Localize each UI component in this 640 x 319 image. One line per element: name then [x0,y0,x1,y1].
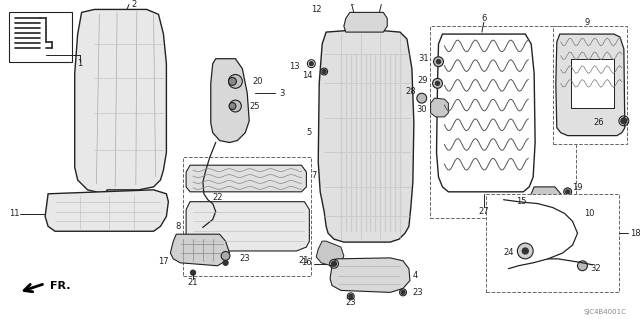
Text: 5: 5 [307,128,312,137]
Text: SJC4B4001C: SJC4B4001C [584,309,627,315]
Polygon shape [316,241,344,266]
Text: 24: 24 [503,249,513,257]
Text: 16: 16 [301,258,311,267]
Text: 21: 21 [299,256,309,265]
Circle shape [228,78,236,85]
Circle shape [229,103,236,109]
Bar [571,59,614,108]
Circle shape [566,206,579,218]
Polygon shape [556,34,625,136]
Circle shape [563,202,582,221]
Circle shape [433,57,444,67]
Text: 30: 30 [416,105,427,114]
Circle shape [322,70,326,73]
Text: 2: 2 [131,0,136,9]
Text: 11: 11 [10,209,20,218]
Circle shape [433,78,442,88]
Polygon shape [170,234,230,266]
Text: 3: 3 [280,89,285,98]
Polygon shape [344,12,387,32]
Circle shape [230,100,241,112]
Circle shape [564,188,572,196]
Circle shape [191,270,195,275]
Text: 12: 12 [311,5,321,14]
Polygon shape [75,10,166,194]
Text: 31: 31 [418,54,429,63]
Text: 21: 21 [188,278,198,287]
Circle shape [436,81,440,85]
Circle shape [332,261,337,266]
Circle shape [401,290,405,294]
Text: 8: 8 [176,222,181,231]
Text: 27: 27 [479,207,489,216]
Circle shape [349,294,353,298]
Circle shape [221,251,230,260]
Circle shape [522,248,528,254]
Polygon shape [318,29,414,242]
Bar [183,157,311,276]
Text: 23: 23 [239,254,250,263]
Text: 22: 22 [212,193,223,202]
Text: 32: 32 [590,264,601,273]
Text: 17: 17 [157,257,168,266]
Polygon shape [330,258,410,293]
Text: 25: 25 [249,101,260,111]
Circle shape [517,243,533,259]
Polygon shape [186,202,309,251]
Text: 23: 23 [413,288,424,297]
Bar [486,194,619,293]
Text: 18: 18 [630,229,640,238]
Bar [571,59,614,108]
Polygon shape [431,98,449,117]
Text: 13: 13 [289,62,300,71]
Text: 26: 26 [593,118,604,127]
Text: 7: 7 [311,171,317,180]
Circle shape [577,261,588,271]
Polygon shape [186,165,307,192]
Text: 4: 4 [413,271,418,280]
Text: 19: 19 [573,183,583,192]
Text: FR.: FR. [50,281,70,292]
Polygon shape [436,34,535,192]
Text: 10: 10 [584,209,595,218]
Polygon shape [211,59,249,143]
Text: 20: 20 [252,77,262,86]
Bar [9,12,72,62]
Text: 15: 15 [516,197,526,206]
Text: 28: 28 [405,87,416,96]
Polygon shape [45,190,168,231]
Circle shape [198,189,208,199]
Bar [553,26,627,145]
Circle shape [223,260,228,265]
Circle shape [621,118,627,124]
Circle shape [566,190,570,194]
Circle shape [309,62,314,66]
Text: 29: 29 [417,76,428,85]
Polygon shape [530,187,563,218]
Text: 14: 14 [302,71,312,80]
Text: 23: 23 [346,298,356,307]
Bar [429,26,575,219]
Text: 9: 9 [585,18,590,27]
Text: 1: 1 [77,59,83,68]
Circle shape [417,93,427,103]
Text: 6: 6 [481,14,486,23]
Circle shape [436,60,440,64]
Circle shape [228,75,243,88]
